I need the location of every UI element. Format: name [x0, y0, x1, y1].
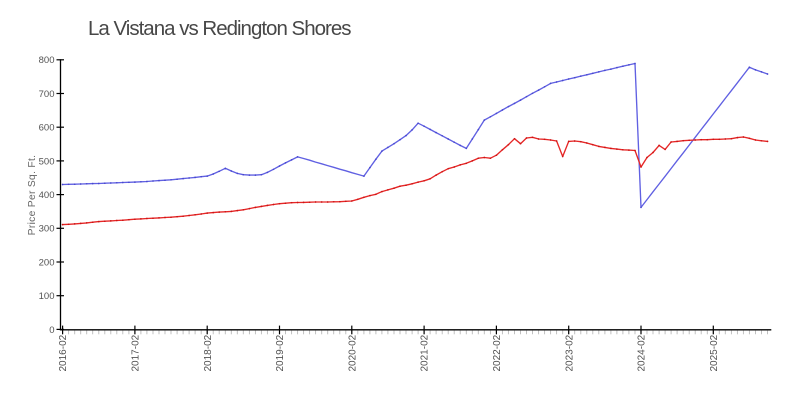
svg-text:2025-02: 2025-02: [709, 334, 720, 371]
svg-text:200: 200: [39, 257, 55, 268]
svg-text:2017-02: 2017-02: [131, 334, 142, 371]
svg-text:300: 300: [39, 224, 55, 235]
svg-text:Price Per Sq. Ft.: Price Per Sq. Ft.: [27, 155, 38, 236]
svg-text:700: 700: [39, 89, 55, 100]
svg-text:2022-02: 2022-02: [492, 334, 503, 371]
svg-text:100: 100: [39, 291, 55, 302]
svg-text:600: 600: [39, 123, 55, 134]
svg-text:2019-02: 2019-02: [275, 334, 286, 371]
svg-text:400: 400: [39, 190, 55, 201]
svg-text:2023-02: 2023-02: [564, 334, 575, 371]
svg-text:2016-02: 2016-02: [58, 334, 69, 371]
svg-text:2024-02: 2024-02: [637, 334, 648, 371]
svg-text:2021-02: 2021-02: [420, 334, 431, 371]
svg-text:2020-02: 2020-02: [347, 334, 358, 371]
svg-text:800: 800: [39, 55, 55, 66]
svg-text:0: 0: [49, 325, 54, 336]
svg-text:La Vistana vs Redington Shores: La Vistana vs Redington Shores: [88, 17, 351, 40]
svg-text:500: 500: [39, 156, 55, 167]
svg-text:2018-02: 2018-02: [203, 334, 214, 371]
